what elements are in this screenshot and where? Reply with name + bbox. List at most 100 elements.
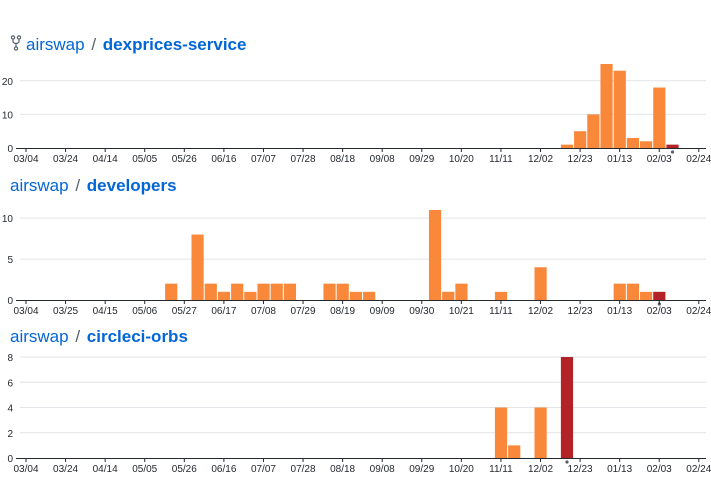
commit-bar [257,283,270,300]
commit-bar [231,283,244,300]
commit-bar [494,291,508,300]
repo-owner-link[interactable]: airswap [10,176,69,195]
y-tick-label: 5 [7,255,13,266]
x-tick-label: 02/03 [647,154,672,165]
commit-bar [613,70,626,148]
x-tick-label: 10/20 [449,464,474,475]
x-tick-label: 09/30 [409,306,434,317]
x-tick-label: 12/02 [528,306,553,317]
x-tick-label: 05/26 [172,154,197,165]
x-tick-label: 04/14 [93,464,118,475]
commit-bar [534,267,547,300]
commit-bar [336,283,349,300]
x-tick-label: 11/11 [489,464,513,475]
current-week-bar [653,291,666,300]
x-tick-label: 08/18 [330,154,355,165]
commit-bar [270,283,283,300]
x-tick-label: 05/06 [132,306,157,317]
x-tick-label: 06/17 [211,306,236,317]
x-tick-label: 04/15 [93,306,118,317]
y-tick-label: 6 [7,378,13,389]
current-week-bar [560,357,574,458]
x-tick-label: 09/08 [370,464,395,475]
x-tick-label: 10/21 [449,306,474,317]
commit-bar [653,87,666,148]
current-week-bar [666,144,679,148]
commit-bar [191,234,204,300]
repo-name-link[interactable]: developers [86,176,177,195]
commit-bar [165,283,178,300]
x-tick-label: 09/09 [370,306,395,317]
x-tick-label: 08/19 [330,306,355,317]
commit-bar [626,137,640,148]
commit-bar [613,283,626,300]
commit-bar [626,283,640,300]
x-tick-label: 12/23 [568,306,593,317]
x-tick-label: 11/11 [489,306,513,317]
x-tick-label: 02/24 [686,464,711,475]
y-tick-label: 0 [7,144,13,155]
commit-bar [244,291,257,300]
x-tick-label: 02/24 [686,306,711,317]
commit-bar [323,283,336,300]
x-tick-label: 07/07 [251,464,276,475]
repo-name-link[interactable]: dexprices-service [102,35,247,54]
commit-bar [217,291,231,300]
x-tick-label: 05/05 [132,464,157,475]
commit-bar [508,445,521,459]
y-tick-label: 0 [7,296,13,307]
x-tick-label: 09/08 [370,154,395,165]
x-tick-label: 10/20 [449,154,474,165]
x-tick-label: 02/03 [647,306,672,317]
x-tick-label: 11/11 [489,154,513,165]
current-week-marker [670,150,675,154]
commit-bar [587,114,600,148]
repo-owner-link[interactable]: airswap [10,327,69,346]
repo-name-link[interactable]: circleci-orbs [86,327,188,346]
x-tick-label: 02/03 [647,464,672,475]
commit-bar [600,64,613,148]
x-tick-label: 07/07 [251,154,276,165]
commit-bar [574,131,587,148]
x-tick-label: 04/14 [93,154,118,165]
y-tick-label: 10 [2,214,14,225]
commit-bar [494,407,508,458]
commit-bar [283,283,297,300]
x-tick-label: 02/24 [686,154,711,165]
x-tick-label: 06/16 [211,464,236,475]
x-tick-label: 12/02 [528,154,553,165]
repo-title-developers[interactable]: airswap / developers [10,176,177,196]
x-tick-label: 07/08 [251,306,276,317]
commit-bar [560,144,574,148]
repo-forked-icon [10,35,22,51]
x-tick-label: 05/26 [172,464,197,475]
x-tick-label: 09/29 [409,464,434,475]
x-tick-label: 05/05 [132,154,157,165]
x-tick-label: 07/29 [291,306,316,317]
repo-title-dexprices-service[interactable]: airswap / dexprices-service [10,35,246,55]
repo-owner-link[interactable]: airswap [26,35,85,54]
x-tick-label: 01/13 [607,154,632,165]
x-tick-label: 07/28 [291,154,316,165]
x-tick-label: 03/04 [13,464,38,475]
repo-title-circleci-orbs[interactable]: airswap / circleci-orbs [10,327,188,347]
commit-bar [640,291,653,300]
commit-bar [363,291,376,300]
y-tick-label: 0 [7,454,13,465]
x-tick-label: 03/04 [13,306,38,317]
x-tick-label: 01/13 [607,464,632,475]
x-tick-label: 08/18 [330,464,355,475]
y-tick-label: 4 [7,404,13,415]
x-tick-label: 05/27 [172,306,197,317]
commit-activity-chart-dexprices-service: 0 10 20 03/04 03/24 04/14 05/05 05/26 06/16 07/07… [2,64,711,165]
commit-bar [534,407,547,458]
current-week-marker [565,460,569,464]
repo-separator: / [75,176,81,195]
repo-separator: / [91,35,97,54]
y-tick-label: 8 [7,353,13,364]
commit-bar [349,291,362,300]
x-tick-label: 03/04 [13,154,38,165]
commit-activity-chart-developers: 0 5 10 03/04 03/25 04/15 05/06 05/27 06/17 07/08 0… [2,210,711,317]
x-tick-label: 12/23 [568,154,593,165]
